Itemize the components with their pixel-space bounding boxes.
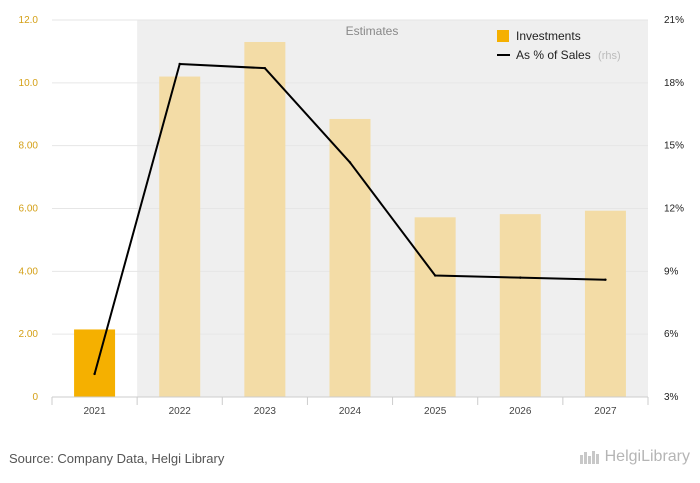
x-tick-label: 2025: [424, 406, 447, 417]
y-right-tick-label: 12%: [664, 204, 684, 215]
y-left-tick-label: 12.0: [19, 15, 39, 26]
y-left-tick-label: 6.00: [19, 204, 39, 215]
line-series: [93, 62, 607, 376]
y-left-tick-label: 10.0: [19, 78, 39, 89]
y-axis-left: 0 2.00 4.00 6.00 8.00 10.0 12.0: [19, 15, 39, 403]
y-left-tick-label: 4.00: [19, 266, 39, 277]
y-left-tick-label: 2.00: [19, 329, 39, 340]
y-axis-right: 3% 6% 9% 12% 15% 18% 21%: [664, 15, 684, 403]
y-right-tick-label: 18%: [664, 78, 684, 89]
y-right-tick-label: 21%: [664, 15, 684, 26]
bar-investments: [499, 214, 541, 397]
x-tick-label: 2026: [509, 406, 532, 417]
helgi-library-logo-icon: [579, 451, 599, 464]
y-left-tick-label: 8.00: [19, 141, 39, 152]
line-point-pct-sales: [519, 276, 522, 279]
x-tick-label: 2024: [339, 406, 362, 417]
bar-investments: [584, 210, 626, 397]
y-right-tick-label: 9%: [664, 266, 679, 277]
legend-swatch-investments: [497, 30, 509, 42]
y-right-tick-label: 3%: [664, 392, 679, 403]
line-point-pct-sales: [433, 274, 437, 277]
bar-investments: [159, 76, 201, 398]
footer-brand-label: HelgiLibrary: [604, 448, 690, 465]
y-right-tick-label: 15%: [664, 141, 684, 152]
y-left-tick-label: 0: [32, 392, 38, 403]
x-tick-label: 2021: [83, 406, 106, 417]
legend-label-pct-sales: As % of Sales (rhs): [516, 48, 621, 62]
line-point-pct-sales: [348, 161, 352, 164]
estimates-label: Estimates: [346, 24, 399, 38]
bar-investments: [74, 329, 116, 397]
x-tick-label: 2027: [594, 406, 617, 417]
y-right-tick-label: 6%: [664, 329, 679, 340]
legend-note-rhs: (rhs): [598, 50, 621, 62]
bar-investments: [244, 41, 286, 397]
legend-label-investments: Investments: [516, 29, 581, 43]
line-point-pct-sales: [178, 62, 181, 66]
footer-brand[interactable]: HelgiLibrary: [579, 448, 690, 466]
line-point-pct-sales: [263, 66, 267, 70]
legend: Investments As % of Sales (rhs): [497, 29, 621, 62]
bar-series: [74, 41, 626, 398]
footer-source: Source: Company Data, Helgi Library: [9, 451, 225, 466]
line-point-pct-sales: [93, 372, 96, 376]
bar-investments: [329, 118, 371, 398]
x-tick-label: 2023: [254, 406, 277, 417]
x-axis: 2021 2022 2023 2024 2025 2026 2027: [51, 396, 649, 417]
x-tick-label: 2022: [169, 406, 192, 417]
line-point-pct-sales: [604, 278, 607, 281]
bar-investments: [414, 217, 456, 397]
